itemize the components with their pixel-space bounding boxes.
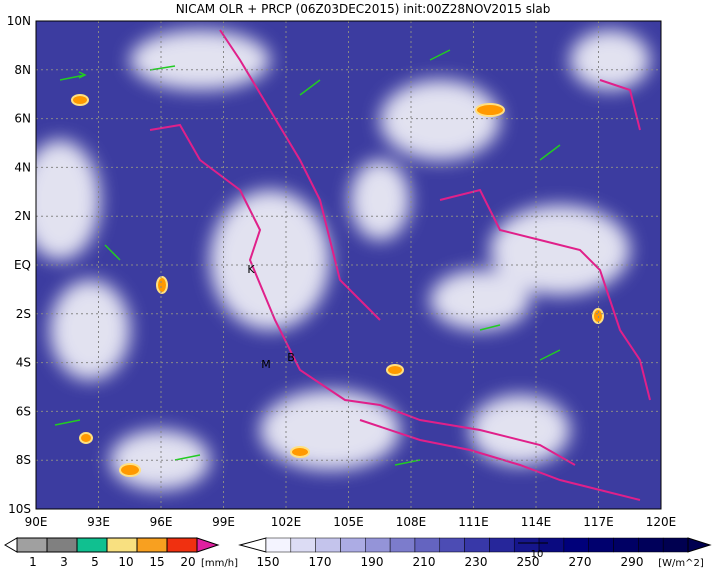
place-label: M: [261, 358, 271, 371]
lat-label: 6S: [16, 404, 31, 418]
lat-label: 8N: [14, 63, 31, 77]
precip-label: 20: [180, 555, 195, 569]
lon-label: 102E: [271, 515, 302, 529]
colorbar-cell: [563, 537, 589, 553]
title: NICAM OLR + PRCP (06Z03DEC2015) init:00Z…: [176, 2, 551, 16]
olr-label: 270: [569, 555, 592, 569]
olr-label: 210: [413, 555, 436, 569]
precip-label: 10: [118, 555, 133, 569]
lon-label: 114E: [521, 515, 552, 529]
map-field: [36, 21, 661, 509]
grid: [36, 21, 661, 509]
colorbar-end: [687, 537, 712, 553]
lon-label: 96E: [150, 515, 173, 529]
precip-label: 1: [29, 555, 37, 569]
precip-label: 15: [149, 555, 164, 569]
colorbar-cell: [613, 537, 639, 553]
colorbar-cell: [365, 537, 391, 553]
olr-unit: [W/m^2]: [658, 558, 704, 569]
precip-unit: [mm/h]: [201, 558, 238, 569]
lon-label: 99E: [212, 515, 235, 529]
map-frame: [35, 20, 662, 510]
colorbar-cell: [662, 537, 689, 553]
precip-colorbar: 1 3 5 10 15 20 [mm/h]: [4, 537, 238, 569]
lat-label: 2S: [16, 307, 31, 321]
colorbar-cell: [464, 537, 490, 553]
olr-label: 230: [465, 555, 488, 569]
colorbar-cell: [265, 537, 292, 553]
colorbar-cell: [439, 537, 465, 553]
olr-label: 190: [361, 555, 384, 569]
lat-label: 10S: [8, 502, 31, 516]
olr-label: 170: [309, 555, 332, 569]
colorbar-cell: [315, 537, 341, 553]
place-label: B: [287, 351, 295, 364]
lat-label: 4N: [14, 160, 31, 174]
colorbar-cell: [588, 537, 614, 553]
lon-label: 93E: [87, 515, 110, 529]
lon-label: 105E: [333, 515, 364, 529]
colorbar-cell: [414, 537, 441, 553]
olr-colorbar: 150 170 190 210 230 250 270 290 [W/m^2] 10: [238, 537, 712, 569]
vector-reference-label: 10: [531, 549, 544, 560]
colorbar-cell: [489, 537, 515, 553]
colorbar-cell: [290, 537, 316, 553]
colorbar-cell: [340, 537, 366, 553]
lat-label: 6N: [14, 112, 31, 126]
lat-label: EQ: [14, 258, 31, 272]
precip-label: 3: [60, 555, 68, 569]
lon-label: 111E: [458, 515, 489, 529]
lon-label: 90E: [25, 515, 48, 529]
olr-label: 150: [257, 555, 280, 569]
lon-label: 117E: [583, 515, 614, 529]
olr-label: 250: [517, 555, 540, 569]
olr-label: 290: [621, 555, 644, 569]
lat-label: 2N: [14, 209, 31, 223]
colorbar-cell: [389, 537, 416, 553]
lon-label: 108E: [396, 515, 427, 529]
lon-label: 120E: [646, 515, 677, 529]
lat-label: 10N: [7, 14, 31, 28]
lat-label: 8S: [16, 453, 31, 467]
precip-label: 5: [91, 555, 99, 569]
colorbar-end: [238, 537, 267, 553]
colorbar-cell: [638, 537, 664, 553]
lat-label: 4S: [16, 356, 31, 370]
place-label: K: [247, 263, 255, 276]
